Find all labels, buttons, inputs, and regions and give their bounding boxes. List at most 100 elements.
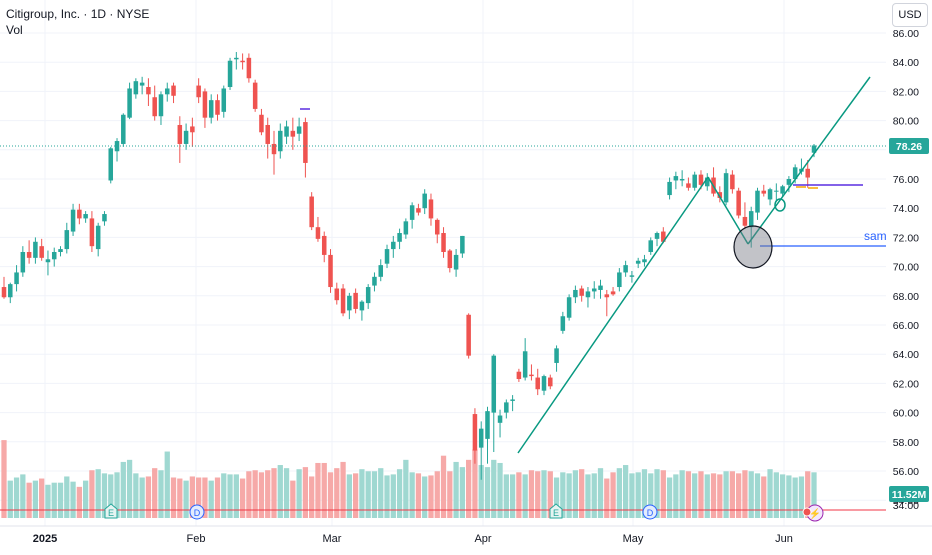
- candle-body: [554, 348, 559, 363]
- candle-body: [566, 297, 572, 318]
- volume-bar: [384, 475, 390, 518]
- candle-body: [692, 174, 697, 188]
- volume-bar: [604, 478, 610, 518]
- volume-bar: [20, 474, 26, 518]
- earnings-icon: [549, 503, 563, 519]
- time-tick-label: 2025: [33, 533, 57, 545]
- lightning-glyph: ⚡: [809, 507, 821, 520]
- candle-body: [89, 218, 95, 247]
- volume-bar: [736, 473, 742, 518]
- volume-bar: [717, 474, 723, 518]
- candle-body: [742, 216, 748, 226]
- candle-body: [409, 205, 415, 220]
- candle-body: [811, 145, 817, 153]
- volume-bar: [183, 480, 189, 518]
- earnings-marker: E: [104, 503, 118, 519]
- volume-bar: [196, 477, 202, 518]
- volume-bar: [221, 473, 227, 518]
- candle-body: [466, 314, 471, 356]
- volume-bar: [654, 469, 660, 518]
- highlight-circle: [733, 225, 773, 269]
- volume-bar: [610, 472, 616, 518]
- volume-bar: [453, 461, 459, 518]
- volume-bar: [39, 478, 45, 518]
- time-tick-label: Apr: [474, 533, 491, 545]
- volume-bar: [597, 468, 604, 518]
- volume-badge-text: 11.52M: [892, 489, 927, 501]
- volume-bar: [440, 455, 447, 518]
- candle-body: [792, 167, 798, 179]
- volume-bar: [170, 477, 177, 518]
- candle-body: [183, 130, 189, 144]
- price-tick-label: 86.00: [893, 28, 919, 40]
- currency-button[interactable]: USD: [892, 3, 928, 27]
- candle-body: [535, 377, 540, 390]
- volume-bar: [359, 469, 365, 518]
- candle-body: [108, 148, 114, 181]
- candle-body: [378, 265, 384, 277]
- volume-bar: [239, 478, 246, 518]
- candle-body: [265, 124, 270, 144]
- volume-bar: [792, 477, 798, 518]
- candle-body: [26, 252, 32, 258]
- volume-bar: [704, 474, 710, 518]
- volume-bar: [616, 468, 622, 518]
- volume-bar: [164, 451, 170, 518]
- price-tick-label: 84.00: [893, 57, 919, 69]
- candle-body: [730, 174, 735, 190]
- candle-body: [548, 377, 553, 387]
- candle-body: [504, 402, 509, 413]
- price-tick-label: 58.00: [893, 437, 919, 449]
- last-price-text: 78.26: [896, 141, 922, 153]
- price-tick-label: 60.00: [893, 408, 919, 420]
- candle-body: [403, 221, 409, 235]
- candle-body: [767, 189, 773, 200]
- candle-body: [127, 88, 132, 118]
- volume-bar: [258, 472, 265, 518]
- candle-body: [774, 190, 779, 192]
- candle-body: [45, 259, 51, 263]
- price-tick-label: 68.00: [893, 291, 919, 303]
- candle-body: [491, 355, 497, 413]
- volume-bar: [139, 477, 145, 518]
- volume-bar: [302, 467, 309, 518]
- candle-body: [661, 231, 666, 242]
- candle-body: [673, 176, 679, 181]
- candle-body: [585, 291, 591, 298]
- candle-body: [736, 190, 741, 216]
- price-tick-label: 62.00: [893, 378, 919, 390]
- candle-body: [579, 288, 584, 296]
- candle-body: [246, 57, 252, 79]
- volume-bar: [51, 482, 57, 518]
- candle-body: [598, 285, 603, 290]
- candle-body: [617, 272, 622, 288]
- volume-bar: [553, 477, 560, 518]
- candle-body: [372, 276, 377, 286]
- candle-body: [485, 411, 490, 439]
- volume-bar: [805, 471, 811, 518]
- candle-body: [64, 230, 70, 250]
- volume-bar: [390, 474, 396, 518]
- volume-bar: [622, 465, 629, 518]
- event-marker-label: D: [194, 508, 201, 518]
- time-axis: 2025 Feb Mar Apr May Jun: [0, 525, 932, 550]
- candle-body: [472, 414, 478, 451]
- candle-body: [8, 284, 13, 298]
- volume-bar: [648, 473, 654, 518]
- dividend-marker: D: [642, 504, 658, 520]
- volume-bar: [422, 476, 428, 518]
- volume-bar: [679, 470, 685, 518]
- candle-body: [240, 60, 245, 63]
- candle-body: [328, 254, 333, 288]
- candle-body: [786, 179, 792, 185]
- candle-body: [397, 233, 402, 242]
- candle-body: [58, 249, 63, 252]
- candle-body: [278, 130, 283, 152]
- candle-body: [139, 82, 145, 86]
- volume-bar: [811, 472, 817, 518]
- volume-bar: [748, 471, 754, 518]
- volume-bar: [252, 470, 258, 518]
- candle-body: [629, 275, 635, 277]
